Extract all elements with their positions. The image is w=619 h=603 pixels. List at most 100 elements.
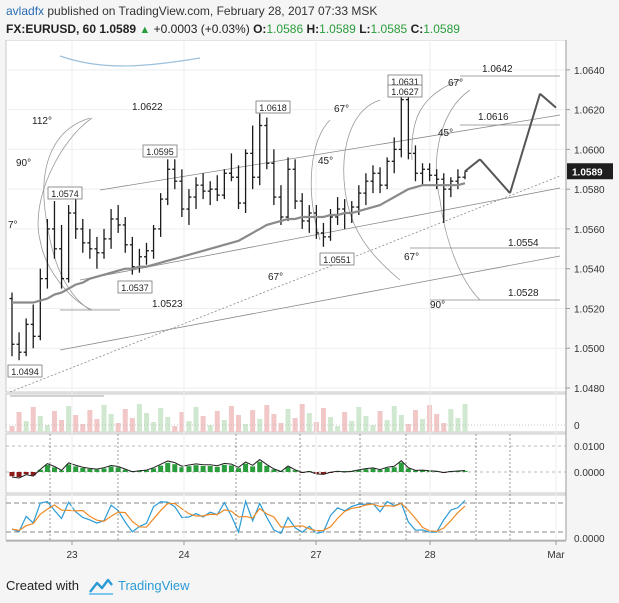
ohlc-bar	[80, 218, 86, 253]
chart-svg[interactable]: 1.0494 1.0537 1.0551 1.0574 1.0595 1.0618 1.06…	[0, 39, 619, 572]
macd-line	[11, 458, 466, 479]
volume-bar	[23, 421, 29, 432]
volume-bar	[221, 420, 227, 432]
ohlc-bar	[73, 197, 79, 239]
stoch-k-line	[11, 499, 466, 535]
volume-bar	[250, 410, 256, 432]
macd-histogram-bar	[236, 468, 241, 472]
macd-histogram-bar	[23, 472, 29, 475]
macd-histogram-bar	[285, 467, 291, 472]
ohlc-bar	[285, 157, 291, 221]
price-label-box	[319, 252, 355, 266]
price-tick-label: 1.0520	[574, 304, 605, 315]
ohlc-bar	[108, 209, 114, 249]
volume-bar	[101, 405, 107, 432]
macd-histogram-bar	[200, 466, 206, 472]
chart-area[interactable]: 1.0494 1.0537 1.0551 1.0574 1.0595 1.0618 1.06…	[0, 39, 619, 572]
ohlc-bar	[186, 189, 192, 225]
ohlc-bar	[30, 304, 36, 349]
ohlc-bar	[236, 165, 241, 210]
price-label: 1.0551	[323, 255, 351, 265]
price-tick-label: 1.0540	[574, 265, 605, 276]
macd-histogram-bar	[207, 466, 213, 472]
ohlc-bar	[313, 205, 319, 239]
volume-bar	[462, 404, 468, 432]
volume-bar	[30, 407, 36, 432]
volume-bar	[179, 412, 185, 432]
macd-histogram-bar	[243, 463, 249, 472]
macd-histogram-bar	[214, 466, 220, 472]
created-with-text: Created with	[6, 578, 79, 593]
volume-bar	[384, 420, 390, 432]
price-tick-label: 1.0560	[574, 225, 605, 236]
open-label: O:	[253, 22, 267, 36]
volume-bar	[66, 406, 72, 432]
fan-line	[59, 255, 561, 351]
ohlc-bar	[221, 169, 227, 200]
volume-bar	[370, 425, 376, 432]
ohlc-bar	[172, 159, 178, 190]
macd-histogram-bar	[151, 468, 157, 472]
ohlc-bar	[16, 332, 22, 361]
macd-histogram-bar	[391, 467, 397, 472]
time-tick-label: 23	[66, 550, 78, 561]
fib-arc	[411, 79, 461, 161]
volume-bar	[278, 423, 284, 432]
macd-histogram-bar	[9, 472, 15, 477]
macd-histogram-bar	[66, 464, 72, 472]
projection-segment	[539, 92, 557, 109]
macd-histogram-bar	[405, 468, 411, 472]
macd-histogram-bar	[179, 467, 185, 472]
volume-bar	[200, 416, 206, 432]
ohlc-bar	[59, 224, 65, 289]
price-label-box	[142, 144, 178, 158]
ohlc-bar	[122, 216, 128, 253]
ohlc-bar	[278, 185, 284, 225]
ohlc-bar	[214, 175, 220, 202]
author-link[interactable]: avladfx	[6, 4, 45, 18]
projection-segment	[464, 158, 481, 173]
ohlc-bar	[101, 228, 107, 259]
volume-bar	[94, 419, 100, 432]
volume-bar	[228, 406, 234, 432]
volume-bar	[80, 424, 86, 432]
level-label: 1.0554	[508, 238, 539, 249]
tradingview-brand-link[interactable]: TradingView	[118, 578, 190, 593]
high-label: H:	[306, 22, 320, 36]
volume-bar	[243, 424, 249, 432]
ohlc-bar	[420, 163, 426, 186]
ohlc-bar	[158, 193, 164, 237]
volume-bar	[306, 413, 312, 432]
volume-bar	[158, 408, 164, 432]
ohlc-bar	[44, 218, 50, 289]
ohlc-bar	[94, 236, 100, 269]
volume-bar	[448, 409, 454, 432]
macd-histogram-bar	[228, 465, 234, 472]
open-value: 1.0586	[266, 22, 304, 36]
macd-histogram-bar	[257, 461, 263, 472]
macd-histogram-bar	[377, 470, 383, 472]
volume-bar	[51, 411, 57, 432]
volume-bar	[236, 415, 241, 432]
macd-histogram-bar	[264, 465, 270, 472]
ohlc-bar	[257, 113, 263, 186]
volume-bar	[398, 415, 404, 432]
level-label: 1.0642	[482, 64, 513, 75]
ohlc-bar	[384, 157, 390, 190]
ohlc-bar	[292, 159, 298, 210]
macd-histogram-bar	[59, 470, 65, 472]
last-price: 1.0589	[99, 22, 137, 36]
time-tick-label: Mar	[547, 550, 565, 561]
macd-histogram-bar	[193, 465, 199, 472]
volume-bar	[207, 425, 213, 432]
price-tick-label: 1.0580	[574, 185, 605, 196]
footer: Created with TradingView	[0, 572, 619, 603]
fan-line	[99, 114, 561, 191]
publish-line: avladfx published on TradingView.com, Fe…	[6, 4, 377, 18]
ohlc-bar	[200, 173, 206, 200]
volume-bar	[44, 425, 50, 432]
angle-label: 112°	[32, 116, 52, 127]
angle-label: 67°	[448, 78, 463, 89]
price-tick-label: 1.0500	[574, 344, 605, 355]
macd-histogram-bar	[87, 469, 93, 472]
